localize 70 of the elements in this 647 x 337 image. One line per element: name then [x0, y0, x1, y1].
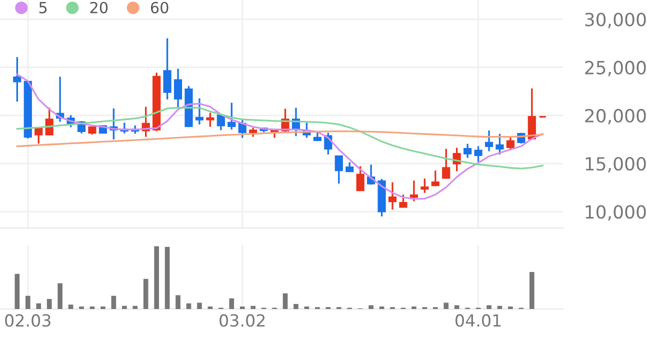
bar: [454, 305, 460, 309]
bar: [46, 298, 52, 309]
candlestick: [356, 165, 364, 192]
bar: [229, 298, 234, 309]
x-tick-label: 02.03: [5, 314, 50, 327]
candlestick: [420, 178, 429, 194]
candlestick: [464, 142, 472, 159]
bar: [154, 246, 159, 309]
candlestick: [238, 118, 246, 139]
x-tick-label: 04.01: [456, 314, 501, 327]
bar: [379, 306, 384, 309]
candlestick: [163, 37, 172, 100]
candlestick: [399, 194, 408, 208]
bar: [294, 304, 298, 309]
candlestick: [506, 135, 515, 152]
candlestick: [388, 181, 397, 210]
y-tick-label: 25,000: [585, 60, 646, 76]
bar: [186, 303, 192, 309]
candlestick: [496, 132, 504, 156]
bar: [529, 272, 534, 309]
candlestick: [346, 161, 354, 172]
candlestick: [249, 126, 258, 138]
candlestick: [474, 145, 482, 163]
bar: [240, 306, 245, 309]
bar: [250, 306, 256, 309]
legend-label: 60: [150, 2, 168, 14]
bar: [282, 293, 288, 309]
candlestick: [206, 112, 214, 128]
bar: [444, 302, 449, 309]
bar: [79, 306, 84, 309]
candlestick: [228, 102, 236, 130]
bar: [164, 246, 170, 309]
bar: [25, 296, 30, 309]
candlestick: [410, 180, 418, 202]
y-tick-label: 20,000: [585, 108, 646, 124]
legend-label: 20: [90, 2, 108, 14]
candlestick: [195, 98, 204, 126]
bar: [14, 274, 20, 309]
bar: [122, 306, 127, 309]
line-series: [16, 106, 544, 170]
candlestick: [431, 170, 440, 186]
bar: [143, 278, 148, 309]
bar: [197, 302, 202, 309]
candlestick: [334, 155, 343, 184]
candlestick: [442, 148, 450, 179]
candlestick: [34, 128, 43, 144]
bar: [68, 304, 74, 309]
bar: [90, 306, 95, 309]
candlestick: [13, 56, 22, 103]
bar: [486, 305, 492, 309]
line-series: [16, 74, 544, 200]
bar: [208, 306, 213, 309]
bar: [132, 306, 138, 309]
candlestick: [484, 130, 494, 152]
bar: [508, 306, 513, 309]
bar: [111, 296, 116, 309]
bar: [368, 305, 374, 309]
bar: [100, 306, 106, 309]
y-tick-label: 30,000: [585, 12, 646, 28]
candlestick: [216, 114, 225, 131]
bar: [304, 306, 310, 309]
candlestick: [174, 68, 182, 109]
x-tick-label: 03.02: [220, 314, 265, 327]
bar: [412, 306, 416, 309]
y-tick-label: 15,000: [586, 157, 646, 173]
bar: [36, 303, 42, 309]
legend-label: 5: [39, 2, 47, 14]
bar: [176, 295, 180, 309]
y-tick-label: 10,000: [586, 205, 646, 221]
bar: [58, 283, 62, 309]
